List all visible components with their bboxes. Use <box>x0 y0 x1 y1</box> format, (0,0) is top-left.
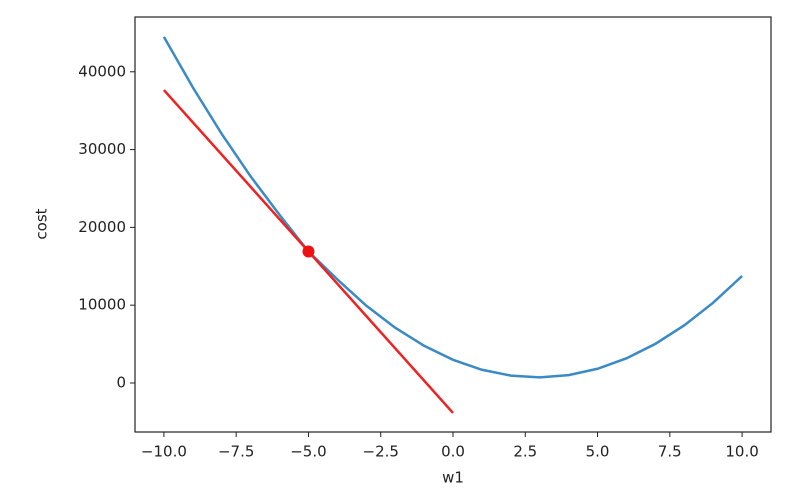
x-tick-label: −7.5 <box>218 443 254 461</box>
y-tick-label: 0 <box>116 373 126 391</box>
x-tick-label: −2.5 <box>363 443 399 461</box>
x-tick-label: 5.0 <box>586 443 610 461</box>
x-tick-label: −5.0 <box>290 443 326 461</box>
x-tick-label: 10.0 <box>725 443 758 461</box>
line <box>162 36 743 379</box>
x-tick-label: 0.0 <box>441 443 465 461</box>
point <box>302 245 315 258</box>
plot-frame <box>134 16 772 433</box>
y-tick-label: 30000 <box>78 140 126 158</box>
x-axis-label: w1 <box>442 469 464 487</box>
y-tick-label: 40000 <box>78 62 126 80</box>
y-tick-label: 20000 <box>78 218 126 236</box>
x-tick-label: 2.5 <box>513 443 537 461</box>
y-axis-label: cost <box>33 208 51 239</box>
x-tick-label: −10.0 <box>141 443 187 461</box>
x-tick-label: 7.5 <box>658 443 682 461</box>
y-tick-label: 10000 <box>78 296 126 314</box>
